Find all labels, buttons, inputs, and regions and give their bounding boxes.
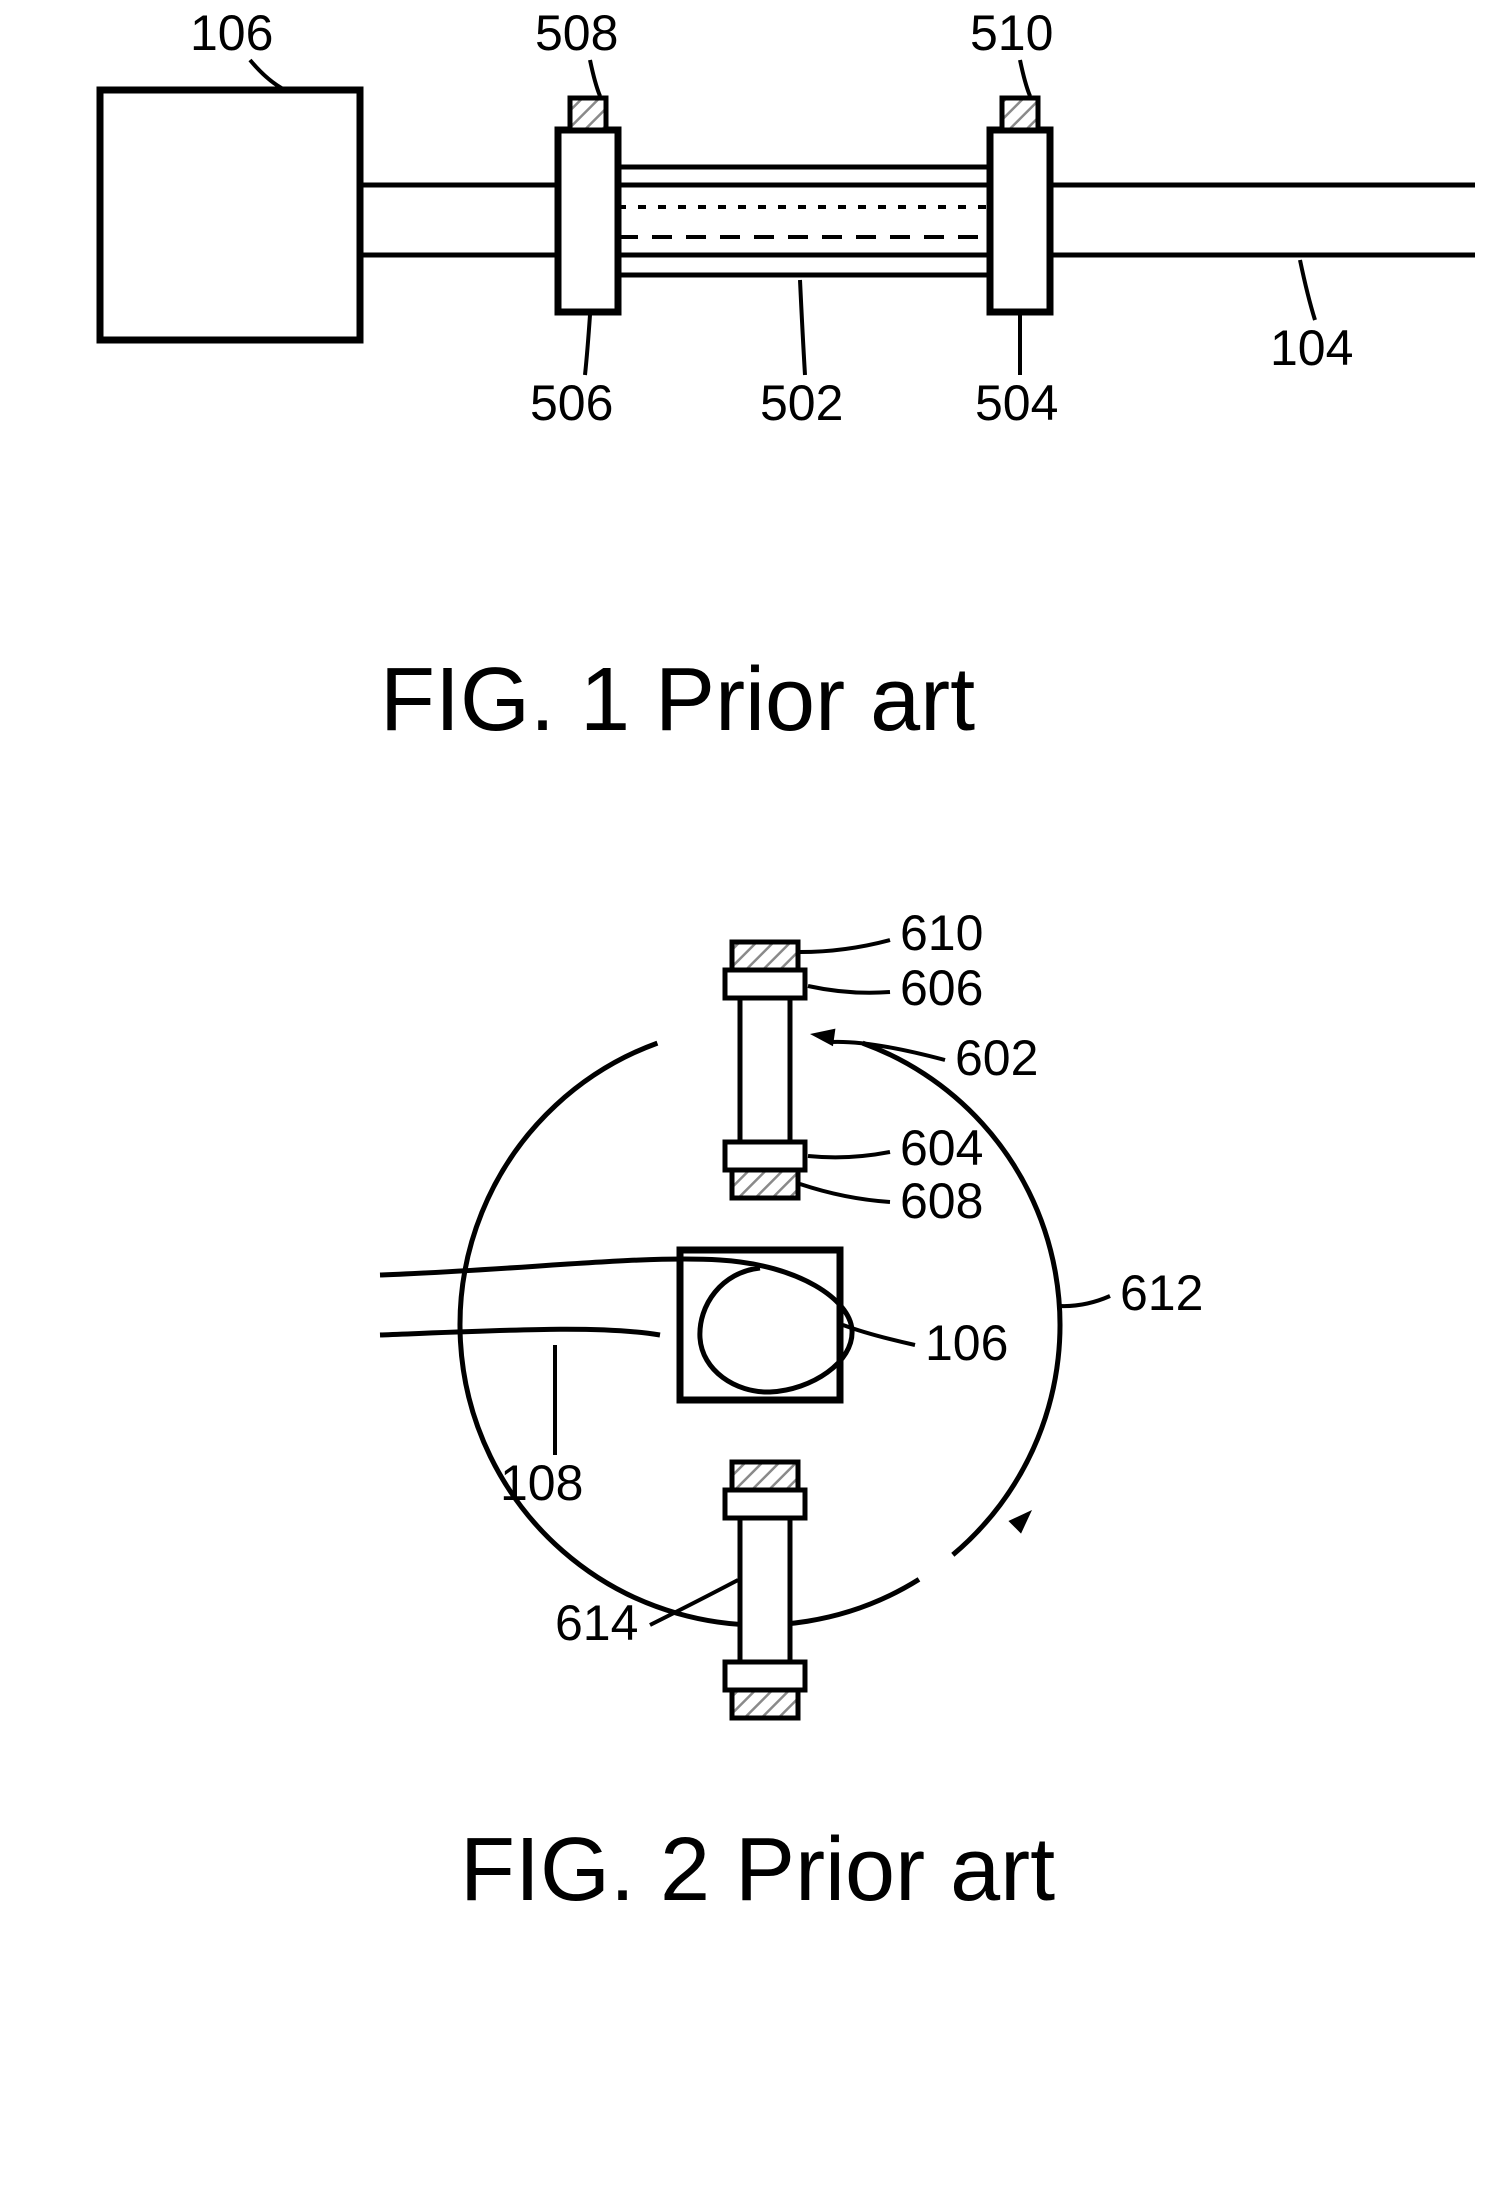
svg-text:FIG. 2 Prior art: FIG. 2 Prior art — [460, 1820, 1055, 1920]
svg-text:604: 604 — [900, 1120, 983, 1176]
svg-text:106: 106 — [925, 1315, 1008, 1371]
svg-text:614: 614 — [555, 1595, 638, 1651]
svg-text:606: 606 — [900, 960, 983, 1016]
svg-text:608: 608 — [900, 1173, 983, 1229]
svg-text:602: 602 — [955, 1030, 1038, 1086]
svg-text:612: 612 — [1120, 1265, 1203, 1321]
svg-text:610: 610 — [900, 905, 983, 961]
svg-text:504: 504 — [975, 375, 1058, 431]
svg-text:104: 104 — [1270, 320, 1353, 376]
svg-text:508: 508 — [535, 5, 618, 61]
svg-text:108: 108 — [500, 1455, 583, 1511]
svg-text:FIG. 1 Prior art: FIG. 1 Prior art — [380, 650, 975, 750]
svg-text:506: 506 — [530, 375, 613, 431]
svg-text:106: 106 — [190, 5, 273, 61]
svg-text:502: 502 — [760, 375, 843, 431]
svg-text:510: 510 — [970, 5, 1053, 61]
